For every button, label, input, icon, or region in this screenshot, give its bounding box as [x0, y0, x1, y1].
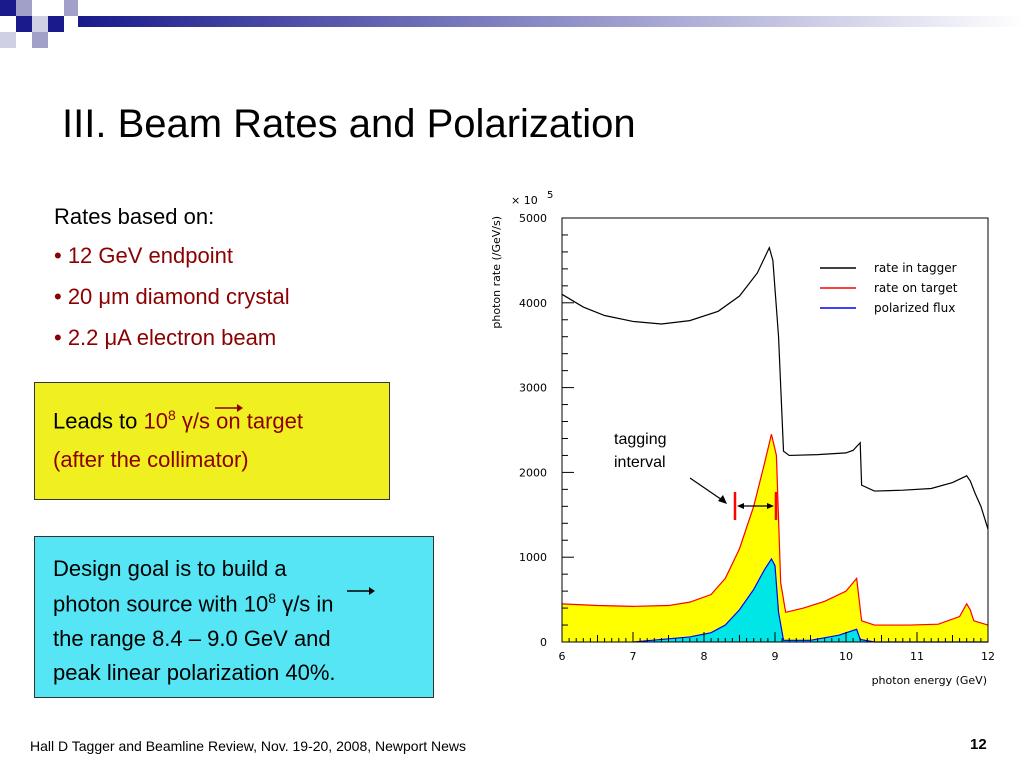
goal-line-4: peak linear polarization 40%. [53, 660, 336, 685]
goal-line-1: Design goal is to build a [53, 556, 287, 581]
tagging-interval-annotation: tagging interval [614, 428, 667, 474]
intro-text: Rates based on: [54, 204, 215, 229]
annotation-pointer [689, 477, 726, 503]
goal-line-3: the range 8.4 – 9.0 GeV and [53, 626, 331, 651]
chart-legend: rate in tagger rate on target polarized fl… [820, 261, 958, 315]
y-multiplier: × 10 [511, 194, 538, 207]
y-tick-label: 1000 [519, 551, 547, 564]
goal-exponent: 8 [268, 590, 277, 606]
legend-label-rate-on-target: rate on target [874, 281, 958, 295]
design-goal-box: Design goal is to build a photon source … [34, 536, 434, 698]
collimator-note: (after the collimator) [53, 447, 249, 472]
y-axis-label: photon rate (/GeV/s) [490, 216, 503, 329]
interval-right-arrowhead [767, 503, 774, 509]
goal-line-2: photon source with 108 γ/s in [53, 590, 334, 617]
leads-to-text: Leads to [53, 408, 144, 434]
x-axis-label: photon energy (GeV) [872, 674, 987, 687]
x-tick-label: 12 [981, 650, 995, 663]
x-tick-label: 8 [701, 650, 708, 663]
x-tick-label: 9 [772, 650, 779, 663]
leads-to-box: Leads to 108 γ/s on target (after the co… [34, 382, 390, 500]
gamma-symbol: γ [181, 408, 193, 434]
y-tick-label: 5000 [519, 212, 547, 225]
y-tick-label: 2000 [519, 466, 547, 479]
photon-rate-chart: 6 7 8 9 10 11 12 0 1000 2000 3000 4000 5000 × 10 5 p… [490, 190, 995, 687]
rate-in-tagger-line [561, 245, 989, 530]
header-decoration [0, 0, 1024, 48]
rate-unit: /s on target [192, 408, 303, 434]
x-tick-label: 10 [839, 650, 853, 663]
polarized-flux-line [632, 557, 988, 643]
rate-on-target-line [561, 434, 989, 626]
slide-title: III. Beam Rates and Polarization [62, 102, 636, 146]
annotation-line-1: tagging [614, 431, 667, 448]
rate-exponent: 8 [168, 407, 176, 423]
x-tick-label: 11 [910, 650, 924, 663]
y-multiplier-exponent: 5 [547, 190, 553, 201]
annotation-line-2: interval [614, 454, 666, 471]
target-rate-fill [562, 434, 988, 642]
interval-left-arrowhead [737, 503, 744, 509]
leads-to-line: Leads to 108 γ/s on target [53, 407, 303, 434]
rate-base: 10 [143, 408, 168, 434]
annotation-pointer-head [718, 495, 727, 504]
y-tick-label: 3000 [519, 382, 547, 395]
page-number: 12 [970, 736, 987, 753]
goal-gamma: γ [282, 591, 294, 617]
y-tick-label: 0 [540, 636, 547, 649]
bullet-endpoint: • 12 GeV endpoint [54, 243, 233, 268]
goal-line-2b: /s in [293, 591, 334, 617]
bullet-beam: • 2.2 μA electron beam [54, 325, 277, 350]
footer-text: Hall D Tagger and Beamline Review, Nov. … [30, 738, 467, 754]
bullet-diamond: • 20 μm diamond crystal [54, 284, 290, 309]
legend-label-rate-in-tagger: rate in tagger [874, 261, 957, 275]
tagging-interval-marker [689, 477, 778, 520]
x-tick-label: 6 [559, 650, 566, 663]
vector-arrow-icon [215, 404, 243, 412]
goal-vector-arrow-icon [347, 587, 375, 595]
y-tick-label: 4000 [519, 297, 547, 310]
x-tick-label: 7 [630, 650, 637, 663]
legend-label-polarized-flux: polarized flux [874, 301, 955, 315]
goal-line-2a: photon source with 10 [53, 591, 269, 617]
